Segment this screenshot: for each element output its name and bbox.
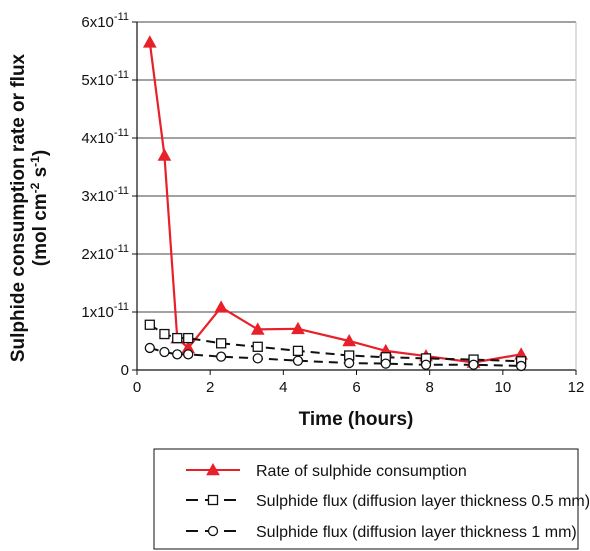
- data-point: [157, 148, 172, 161]
- legend-items: Rate of sulphide consumption Sulphide flu…: [186, 462, 590, 541]
- data-point: [342, 333, 357, 347]
- x-tick-label: 4: [279, 379, 287, 396]
- legend-swatch-marker: [207, 525, 219, 537]
- series-square: [144, 319, 527, 367]
- data-point: [183, 349, 194, 360]
- data-point: [215, 351, 227, 362]
- data-point: [159, 346, 170, 358]
- series-circle: [144, 342, 527, 372]
- data-point: [214, 300, 228, 313]
- data-point: [144, 342, 155, 354]
- data-point: [292, 345, 304, 357]
- y-axis-title-sup2: -1: [28, 156, 42, 167]
- data-point: [468, 359, 479, 370]
- y-tick-label: 5x10-11: [81, 69, 129, 89]
- data-point: [144, 319, 155, 330]
- x-tick-label: 0: [133, 379, 141, 396]
- x-tick-label: 2: [206, 379, 214, 396]
- data-point: [159, 328, 170, 340]
- data-point: [215, 338, 227, 349]
- y-tick-label: 6x10-11: [81, 11, 129, 31]
- y-tick-label: 4x10-11: [81, 127, 129, 147]
- data-point: [291, 321, 305, 335]
- data-point: [183, 332, 194, 344]
- data-point: [250, 322, 265, 335]
- x-tick-label: 12: [568, 379, 585, 396]
- legend-label: Rate of sulphide consumption: [256, 463, 467, 480]
- data-point: [380, 358, 391, 369]
- y-axis-title-line1: Sulphide consumption rate or flux: [8, 53, 29, 362]
- data-point: [420, 359, 432, 370]
- legend: Rate of sulphide consumption Sulphide flu…: [153, 448, 590, 550]
- series-line: [148, 42, 522, 364]
- y-tick-label: 2x10-11: [81, 243, 129, 263]
- series-triangle: [142, 35, 528, 368]
- series-line: [149, 323, 522, 363]
- y-tick-label: 1x10-11: [81, 301, 129, 321]
- data-point: [252, 341, 263, 352]
- y-axis-title: Sulphide consumption rate or flux (mol c…: [8, 53, 51, 362]
- data-point: [172, 332, 183, 344]
- y-tick-label: 3x10-11: [81, 185, 129, 205]
- data-point: [142, 35, 157, 48]
- tick-labels: 0 2 4 6 8 10 12 0 1x10-11 2x10-11 3x10-11 4x10-11 5x…: [81, 11, 584, 396]
- data-point: [515, 360, 527, 372]
- data-point: [252, 353, 263, 364]
- legend-label: Sulphide flux (diffusion layer thickness…: [256, 493, 590, 510]
- y-tick-label: 0: [121, 362, 129, 379]
- data-point: [172, 349, 183, 360]
- y-axis-title-sup1: -2: [28, 182, 42, 193]
- legend-item: Sulphide flux (diffusion layer thickness…: [186, 493, 590, 510]
- x-tick-label: 6: [352, 379, 360, 396]
- series-line: [149, 346, 522, 367]
- y-axis-title-line2: (mol cm-2 s-1): [28, 150, 51, 266]
- legend-swatch-marker: [206, 462, 220, 476]
- x-tick-label: 10: [494, 379, 511, 396]
- legend-item: Rate of sulphide consumption: [186, 462, 467, 480]
- data-point: [344, 357, 355, 369]
- gridlines: [137, 21, 576, 313]
- x-axis-title: Time (hours): [299, 409, 414, 430]
- legend-item: Sulphide flux (diffusion layer thickness…: [186, 524, 577, 541]
- x-tick-label: 8: [425, 379, 433, 396]
- series-group: [142, 35, 528, 372]
- data-point: [292, 355, 304, 366]
- axes: [132, 21, 577, 375]
- legend-swatch-marker: [207, 494, 219, 506]
- legend-label: Sulphide flux (diffusion layer thickness…: [256, 524, 577, 541]
